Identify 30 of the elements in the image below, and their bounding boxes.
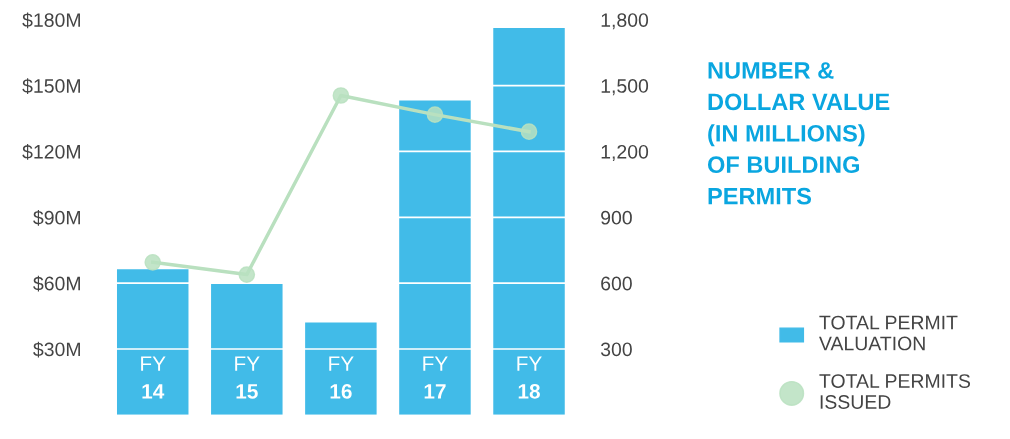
text: NUMBER & DOLLAR VALUE (IN MILLIONS) OF BUILDING PERMITS <box>707 62 890 205</box>
bar <box>493 27 565 415</box>
x-tick-label: FY 18 <box>517 356 542 399</box>
point <box>332 87 350 104</box>
x-tick-label: FY 14 <box>141 356 166 399</box>
x-tick-label: FY 16 <box>329 356 354 399</box>
legend-label: TOTAL PERMIT VALUATION <box>819 315 958 351</box>
y2-tick-label: 900 <box>601 210 632 225</box>
y-tick-label: $90M <box>33 209 80 226</box>
y2-tick-label: 1,200 <box>601 144 649 161</box>
x-tick-label: FY 17 <box>423 356 448 399</box>
bar <box>305 322 377 415</box>
x-tick-label: FY 15 <box>235 356 260 399</box>
y-tick-label: $180M <box>22 12 80 29</box>
y-tick-label: $30M <box>33 341 80 358</box>
y2-tick-label: 1,500 <box>601 79 649 96</box>
bar <box>116 269 189 415</box>
y2-tick-label: 600 <box>601 276 632 291</box>
y2-tick-label: 300 <box>600 342 632 357</box>
bar <box>399 100 471 415</box>
point <box>426 106 444 123</box>
bar <box>211 283 283 415</box>
point <box>520 123 538 141</box>
y-tick-label: $120M <box>22 144 80 160</box>
point <box>144 253 162 271</box>
y-tick-label: $150M <box>22 78 80 94</box>
point <box>238 266 256 283</box>
y2-tick-label: 1,800 <box>601 13 649 30</box>
legend-label: TOTAL PERMITS ISSUED <box>819 374 971 409</box>
y-tick-label: $60M <box>33 275 80 292</box>
